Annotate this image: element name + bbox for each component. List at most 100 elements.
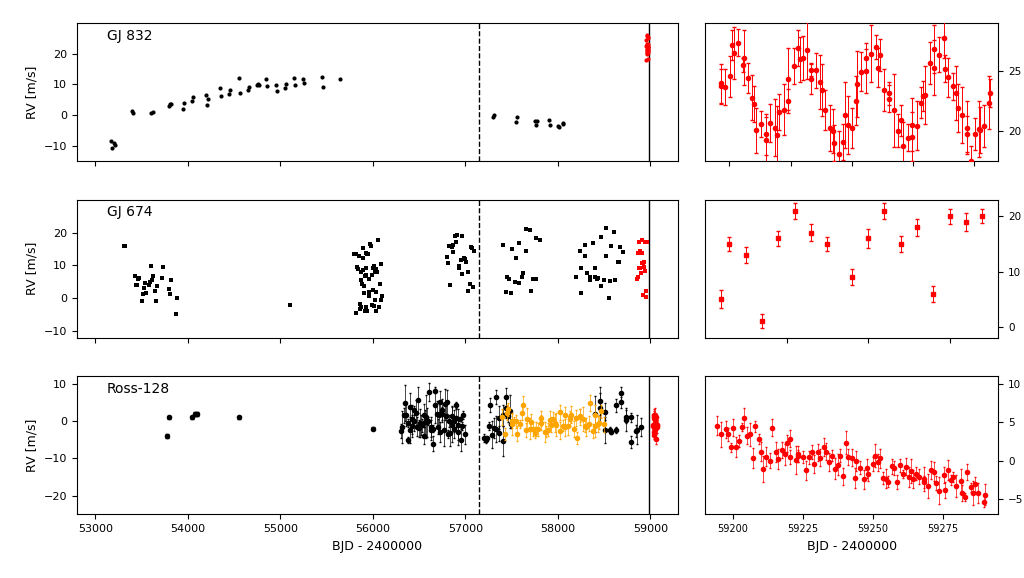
Point: [163, 276, 179, 285]
Point: [640, 33, 656, 42]
Text: Ross-128: Ross-128: [106, 382, 170, 396]
Point: [637, 266, 653, 276]
Point: [639, 50, 655, 59]
Point: [314, 83, 331, 92]
Point: [213, 91, 229, 101]
Point: [442, 281, 459, 290]
Point: [457, 254, 473, 264]
Point: [527, 120, 544, 129]
Point: [222, 86, 239, 95]
Point: [640, 42, 656, 51]
Point: [240, 85, 256, 94]
Point: [352, 275, 369, 284]
Point: [587, 263, 603, 272]
Point: [550, 122, 566, 131]
Point: [249, 80, 265, 89]
Point: [105, 138, 122, 147]
Point: [640, 49, 656, 58]
Point: [131, 274, 147, 283]
Point: [365, 263, 381, 272]
Point: [509, 112, 525, 121]
Point: [141, 277, 158, 287]
Point: [639, 47, 655, 56]
Point: [368, 307, 384, 316]
Point: [287, 80, 303, 89]
Point: [162, 289, 178, 298]
Point: [451, 262, 467, 271]
Point: [582, 275, 598, 284]
Point: [259, 82, 275, 91]
Point: [640, 43, 656, 52]
Point: [567, 272, 584, 281]
Point: [313, 72, 330, 81]
Point: [508, 254, 524, 263]
Point: [444, 240, 461, 250]
Point: [527, 234, 544, 243]
Point: [593, 233, 609, 242]
Point: [241, 83, 257, 92]
Point: [358, 248, 375, 257]
Point: [347, 250, 364, 259]
Point: [147, 286, 164, 295]
Point: [606, 227, 623, 236]
Point: [371, 302, 387, 312]
Point: [268, 86, 285, 95]
Point: [136, 283, 153, 292]
Point: [142, 109, 159, 118]
Point: [587, 273, 603, 282]
Point: [632, 246, 648, 255]
Point: [355, 281, 372, 291]
Point: [551, 123, 567, 132]
Point: [511, 279, 527, 288]
Point: [639, 46, 655, 55]
Point: [639, 54, 655, 64]
Point: [362, 240, 379, 249]
Point: [373, 260, 389, 269]
Point: [528, 117, 545, 126]
Point: [449, 231, 465, 240]
Point: [133, 297, 150, 306]
Point: [144, 108, 161, 117]
Point: [135, 289, 152, 298]
Point: [526, 116, 543, 125]
Point: [606, 276, 623, 285]
Point: [354, 266, 371, 275]
Point: [372, 280, 388, 289]
Point: [635, 259, 651, 268]
Point: [366, 261, 382, 271]
Point: [130, 275, 146, 284]
Point: [601, 276, 617, 286]
Text: GJ 832: GJ 832: [106, 29, 153, 43]
Point: [636, 257, 652, 266]
Point: [185, 92, 202, 102]
Point: [168, 310, 184, 319]
Point: [631, 238, 647, 247]
Point: [361, 288, 378, 297]
Point: [102, 136, 119, 146]
Point: [454, 269, 470, 279]
Point: [612, 242, 629, 251]
Point: [443, 242, 460, 251]
Point: [463, 242, 479, 251]
Point: [601, 294, 617, 303]
Point: [359, 306, 376, 315]
Point: [555, 119, 571, 128]
Point: [610, 257, 627, 266]
Point: [572, 264, 589, 273]
Point: [365, 264, 381, 273]
Point: [531, 235, 548, 244]
Point: [585, 238, 601, 247]
Point: [498, 287, 514, 297]
Point: [368, 287, 384, 297]
Point: [507, 277, 523, 287]
Point: [542, 121, 558, 130]
Point: [358, 263, 375, 272]
X-axis label: BJD - 2400000: BJD - 2400000: [333, 540, 423, 553]
Point: [465, 282, 481, 291]
Point: [630, 275, 646, 284]
Point: [353, 280, 370, 289]
Point: [124, 107, 140, 116]
Point: [364, 270, 380, 279]
Point: [514, 273, 530, 282]
Point: [104, 143, 121, 153]
